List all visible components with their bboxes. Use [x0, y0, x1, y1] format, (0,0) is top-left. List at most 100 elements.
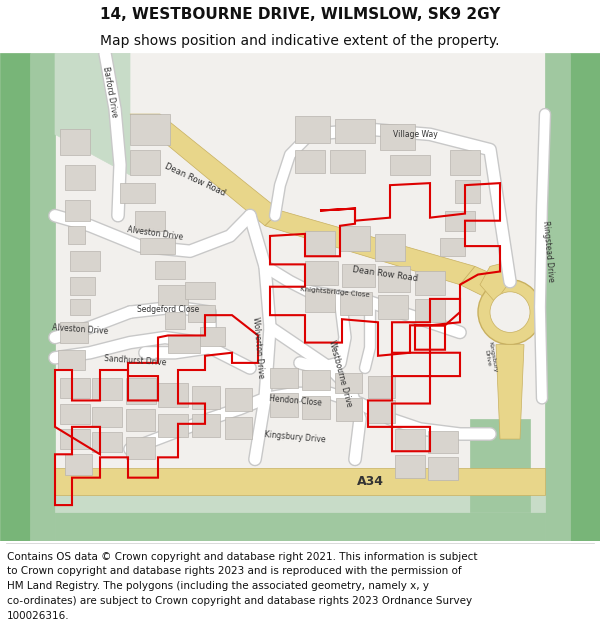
Text: HM Land Registry. The polygons (including the associated geometry, namely x, y: HM Land Registry. The polygons (includin… [7, 581, 429, 591]
Polygon shape [445, 211, 475, 231]
Polygon shape [302, 370, 330, 390]
Polygon shape [570, 53, 600, 541]
Polygon shape [395, 455, 425, 478]
Polygon shape [65, 201, 90, 221]
Polygon shape [60, 129, 90, 154]
Polygon shape [140, 238, 175, 254]
Polygon shape [336, 399, 362, 421]
Text: Alveston Drive: Alveston Drive [52, 323, 109, 336]
Polygon shape [60, 322, 88, 342]
Polygon shape [390, 154, 430, 175]
Text: Dean Row Road: Dean Row Road [352, 266, 418, 284]
Polygon shape [130, 114, 280, 226]
Text: co-ordinates) are subject to Crown copyright and database rights 2023 Ordnance S: co-ordinates) are subject to Crown copyr… [7, 596, 472, 606]
Polygon shape [330, 149, 365, 173]
Polygon shape [270, 368, 298, 388]
Text: Alveston Drive: Alveston Drive [127, 226, 184, 242]
Polygon shape [545, 53, 570, 541]
Polygon shape [92, 432, 122, 452]
Polygon shape [55, 53, 130, 175]
Polygon shape [135, 211, 165, 231]
Polygon shape [120, 183, 155, 204]
Polygon shape [335, 373, 362, 393]
Text: Sedgeford Close: Sedgeford Close [137, 304, 199, 314]
Polygon shape [415, 299, 445, 322]
Polygon shape [168, 336, 200, 352]
Polygon shape [126, 409, 155, 431]
Polygon shape [368, 376, 395, 399]
Polygon shape [340, 292, 372, 315]
Polygon shape [265, 211, 475, 285]
Text: Map shows position and indicative extent of the property.: Map shows position and indicative extent… [100, 34, 500, 48]
Polygon shape [428, 458, 458, 480]
Polygon shape [450, 149, 480, 175]
Text: 100026316.: 100026316. [7, 611, 70, 621]
Text: Kingsbury Drive: Kingsbury Drive [264, 430, 326, 444]
Polygon shape [542, 287, 545, 326]
Polygon shape [395, 429, 425, 451]
Polygon shape [130, 149, 160, 175]
Polygon shape [70, 251, 100, 271]
Text: 14, WESTBOURNE DRIVE, WILMSLOW, SK9 2GY: 14, WESTBOURNE DRIVE, WILMSLOW, SK9 2GY [100, 8, 500, 22]
Polygon shape [92, 378, 122, 401]
Polygon shape [55, 468, 545, 495]
Polygon shape [295, 149, 325, 173]
Circle shape [490, 292, 530, 332]
Text: Ringstead Drive: Ringstead Drive [541, 220, 555, 282]
Text: Wolverton Drive: Wolverton Drive [251, 316, 265, 379]
Polygon shape [428, 431, 458, 453]
Text: Knightsbridge Close: Knightsbridge Close [300, 286, 370, 298]
Polygon shape [368, 401, 395, 422]
Polygon shape [340, 226, 370, 251]
Polygon shape [295, 116, 330, 142]
Polygon shape [200, 328, 225, 346]
Polygon shape [65, 454, 92, 474]
Polygon shape [130, 114, 170, 144]
Polygon shape [225, 388, 252, 411]
Polygon shape [192, 414, 220, 437]
Polygon shape [58, 350, 85, 370]
Polygon shape [305, 261, 338, 285]
Polygon shape [55, 512, 545, 541]
Polygon shape [55, 495, 545, 512]
Polygon shape [68, 226, 85, 244]
Polygon shape [302, 396, 330, 419]
Polygon shape [335, 119, 375, 142]
Polygon shape [92, 406, 122, 427]
Polygon shape [375, 234, 405, 261]
Polygon shape [0, 53, 600, 541]
Polygon shape [0, 53, 30, 541]
Text: Hendon Close: Hendon Close [268, 394, 322, 408]
Polygon shape [305, 231, 335, 256]
Text: Westbourne Drive: Westbourne Drive [327, 339, 353, 408]
Text: Kingsbury
Drive: Kingsbury Drive [482, 341, 498, 374]
Polygon shape [225, 417, 252, 439]
Polygon shape [480, 261, 510, 302]
Polygon shape [158, 383, 188, 406]
Polygon shape [126, 437, 155, 459]
Polygon shape [158, 285, 188, 305]
Polygon shape [65, 165, 95, 190]
Polygon shape [70, 299, 90, 315]
Circle shape [478, 279, 542, 344]
Polygon shape [60, 429, 90, 449]
Polygon shape [342, 264, 375, 287]
Polygon shape [440, 238, 465, 256]
Polygon shape [158, 414, 188, 437]
Polygon shape [455, 180, 480, 204]
Polygon shape [380, 124, 415, 149]
Text: Dean Row Road: Dean Row Road [163, 162, 227, 198]
Polygon shape [185, 282, 215, 299]
Polygon shape [270, 393, 298, 417]
Polygon shape [378, 295, 408, 319]
Polygon shape [30, 53, 55, 541]
Text: A34: A34 [356, 475, 383, 488]
Text: Barford Drive: Barford Drive [101, 66, 119, 118]
Polygon shape [305, 289, 335, 312]
Polygon shape [60, 404, 90, 424]
Polygon shape [126, 378, 156, 404]
Polygon shape [192, 386, 220, 409]
Polygon shape [70, 276, 95, 295]
Polygon shape [60, 378, 90, 399]
Text: to Crown copyright and database rights 2023 and is reproduced with the permissio: to Crown copyright and database rights 2… [7, 566, 462, 576]
